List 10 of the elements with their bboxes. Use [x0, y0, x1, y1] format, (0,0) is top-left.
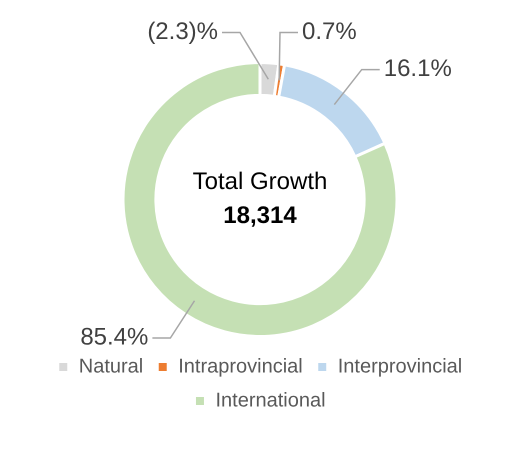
data-label: 16.1% — [384, 55, 452, 82]
text: 18,314 — [223, 202, 298, 230]
text: Total Growth — [192, 168, 328, 196]
legend-label: Intraprovincial — [178, 356, 303, 378]
data-label: 85.4% — [80, 324, 148, 351]
data-label: 0.7% — [302, 18, 357, 46]
legend-label: International — [215, 390, 326, 412]
data-label: (2.3)% — [147, 18, 218, 46]
legend-label: Natural — [78, 356, 144, 378]
legend-label: Interprovincial — [338, 356, 462, 378]
